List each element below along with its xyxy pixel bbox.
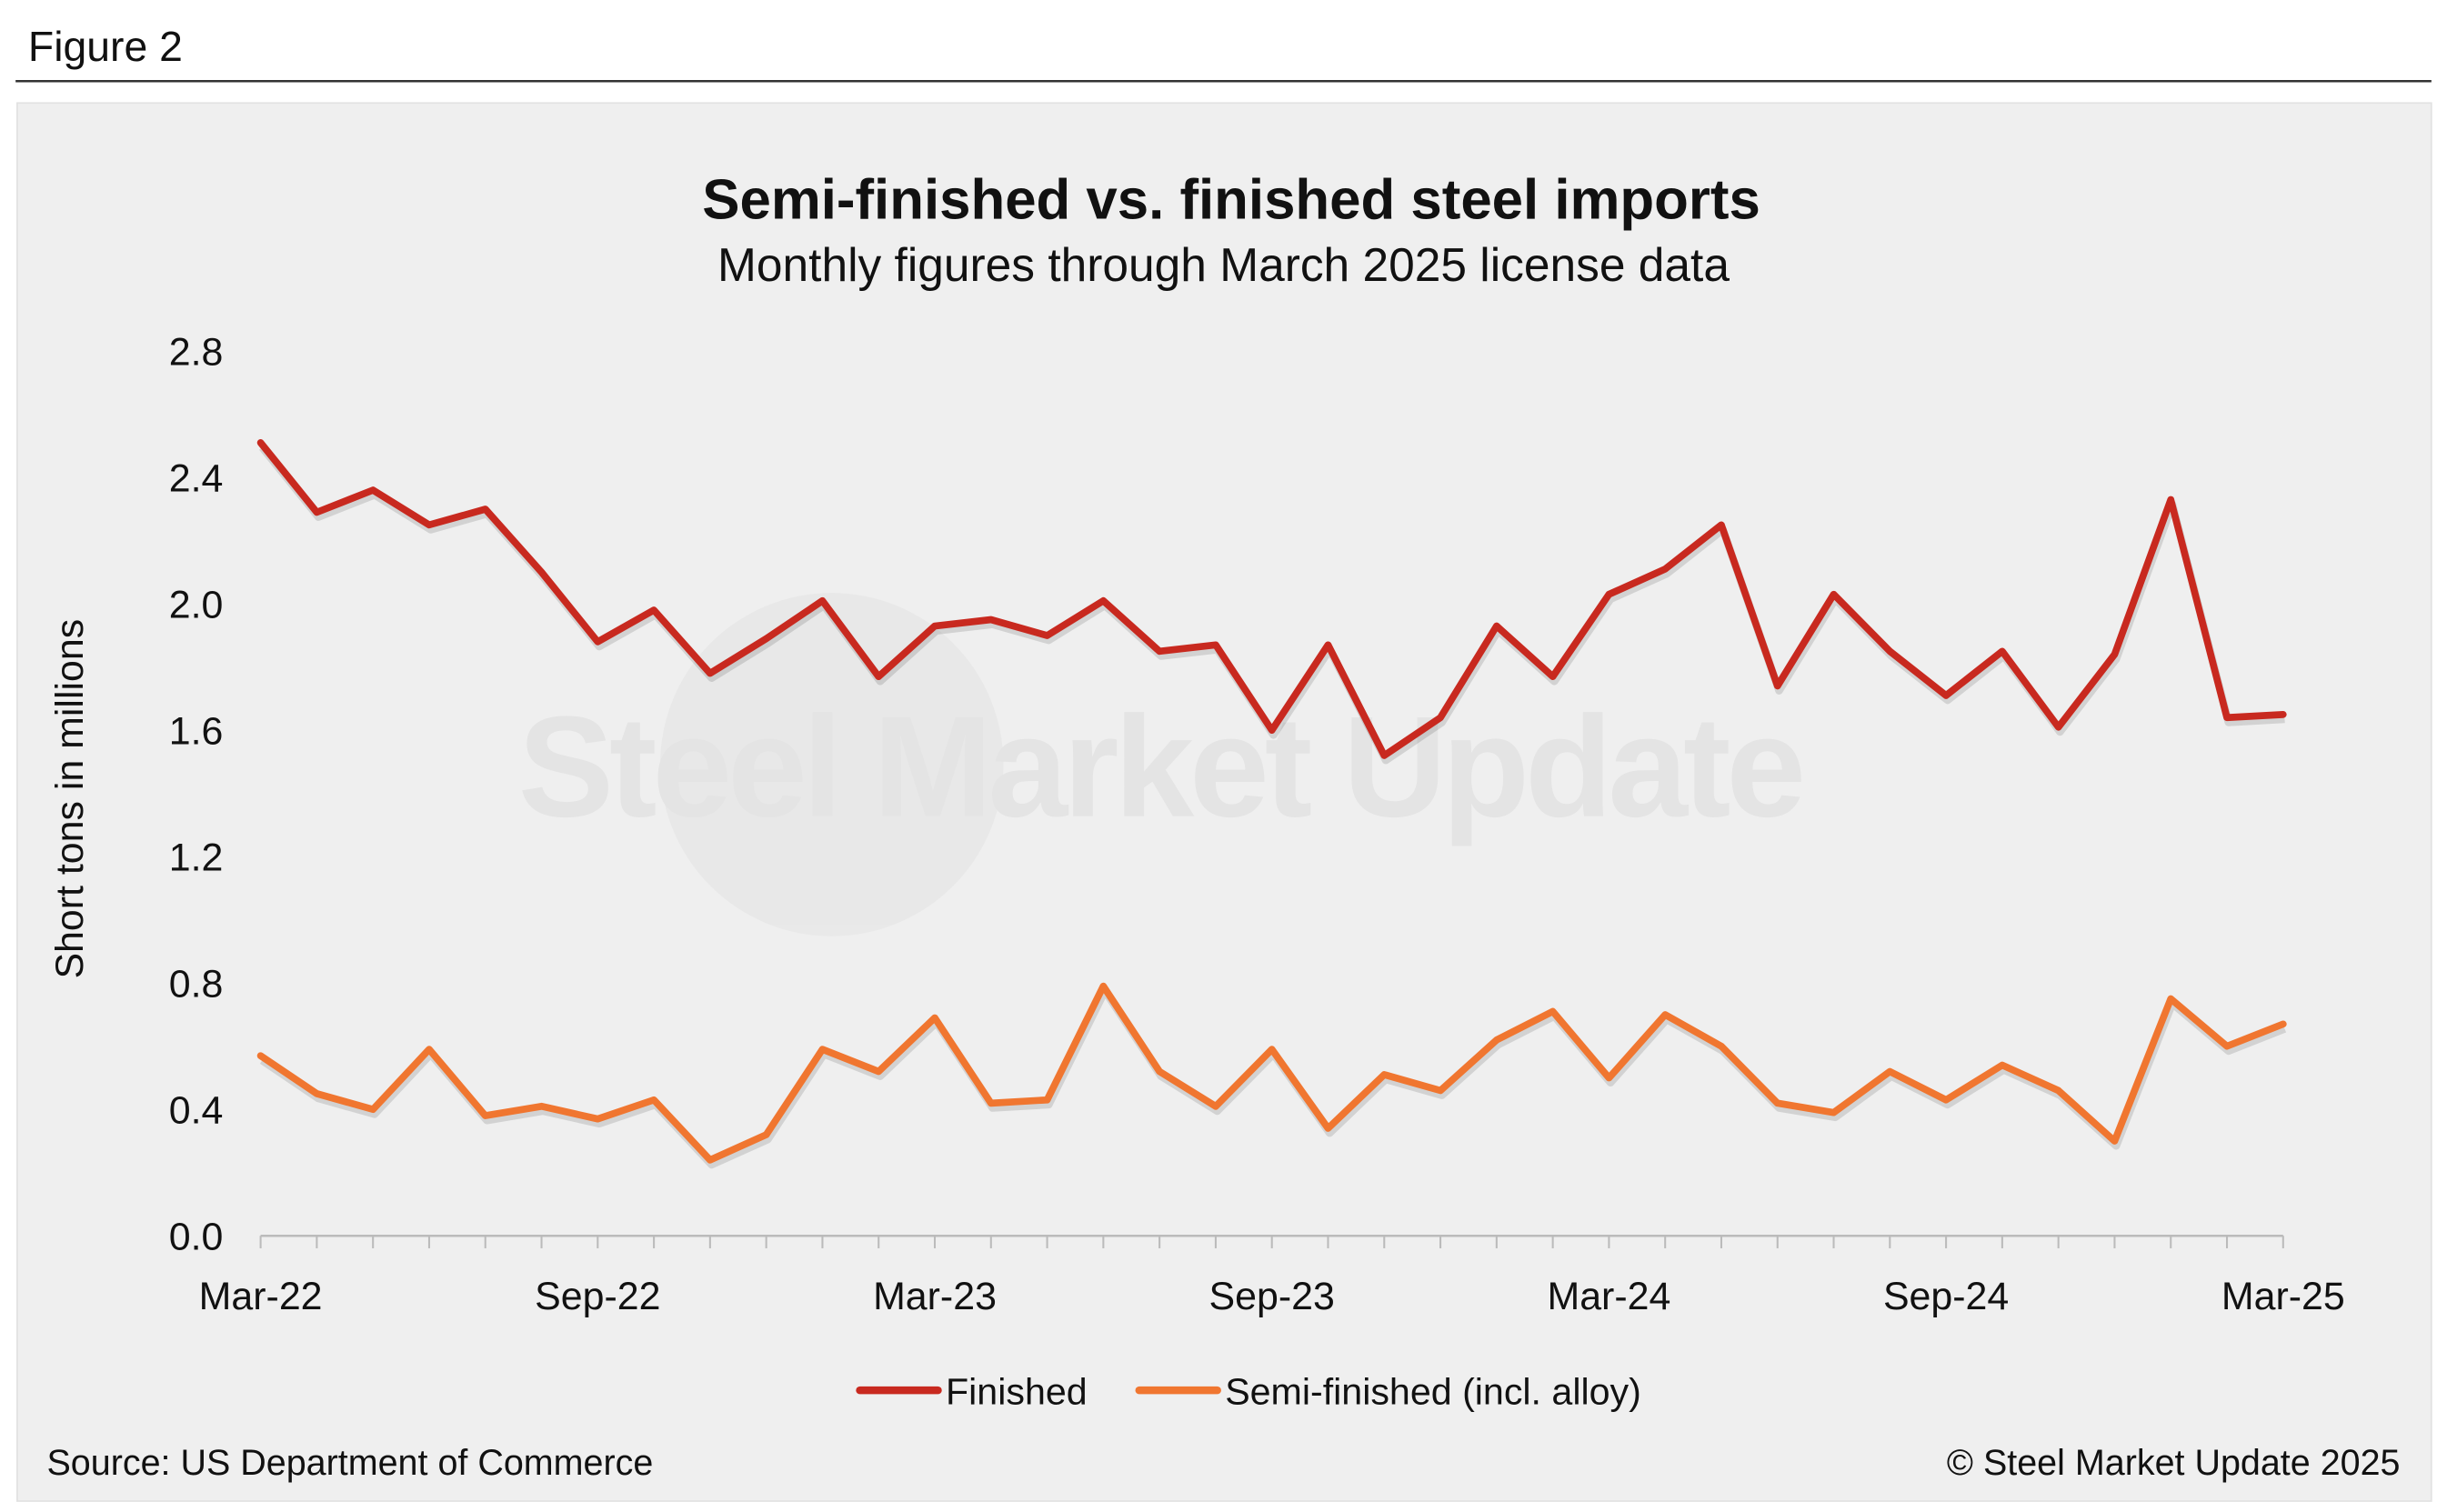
watermark-logo-circle (659, 593, 1004, 936)
figure-label: Figure 2 (28, 23, 183, 70)
y-tick-label: 1.2 (169, 836, 224, 880)
watermark-text: Steel Market Update (518, 687, 1802, 847)
y-tick-label: 0.8 (169, 963, 224, 1006)
legend-label-semi: Semi-finished (incl. alloy) (1225, 1371, 1641, 1413)
y-tick-label: 0.4 (169, 1089, 224, 1133)
legend-label-finished: Finished (946, 1371, 1088, 1413)
x-tick-label: Sep-23 (1209, 1275, 1335, 1318)
series-line-finished-shadow (258, 445, 2285, 765)
x-tick-label: Mar-25 (2221, 1275, 2345, 1318)
x-axis: Mar-22 Sep-22 Mar-23 Sep-23 Mar-24 Sep-24 Mar-… (199, 1234, 2345, 1318)
x-tick-label: Mar-22 (199, 1275, 323, 1318)
y-tick-label: 0.0 (169, 1216, 224, 1259)
legend: Finished Semi-finished (incl. alloy) (856, 1371, 1641, 1413)
y-axis-ticks: 0.0 0.4 0.8 1.2 1.6 2.0 2.4 2.8 (169, 331, 224, 1259)
y-tick-label: 2.4 (169, 457, 224, 501)
x-tick-label: Mar-24 (1547, 1275, 1670, 1318)
y-tick-label: 2.0 (169, 584, 224, 627)
watermark: Steel Market Update (518, 593, 1807, 936)
chart-title: Semi-finished vs. finished steel imports (702, 168, 1760, 231)
chart-subtitle: Monthly figures through March 2025 licen… (717, 238, 1730, 291)
chart-panel (16, 102, 2432, 1502)
series-lines (256, 439, 2287, 1169)
source-note: Source: US Department of Commerce (46, 1443, 653, 1483)
y-axis-label: Short tons in millions (48, 619, 92, 979)
y-tick-label: 2.8 (169, 331, 224, 375)
y-tick-label: 1.6 (169, 710, 224, 754)
x-tick-label: Sep-24 (1883, 1275, 2009, 1318)
copyright-note: © Steel Market Update 2025 (1947, 1443, 2401, 1483)
x-tick-label: Mar-23 (873, 1275, 997, 1318)
x-tick-label: Sep-22 (535, 1275, 660, 1318)
